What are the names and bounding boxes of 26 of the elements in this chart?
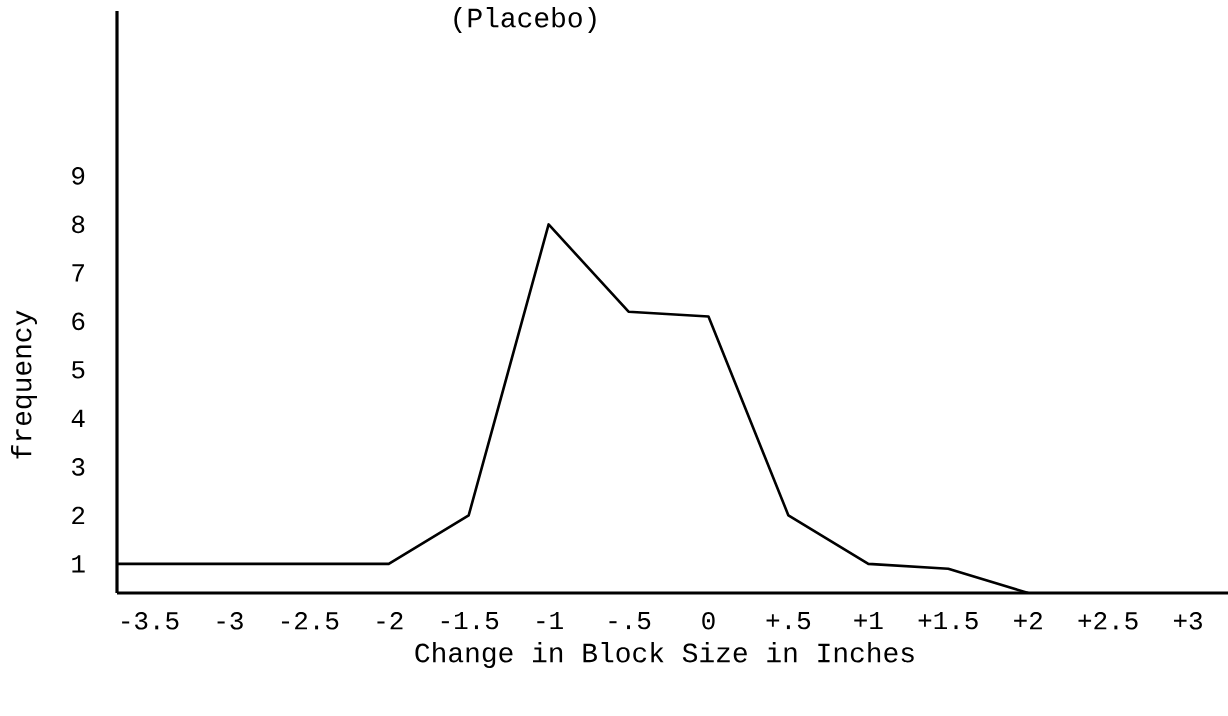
x-tick-label: -3.5 [122,612,179,630]
x-tick-label: +2.5 [1078,612,1138,630]
x-tick-label: -2 [377,612,403,630]
x-tick-label: -.5 [609,612,651,630]
y-tick-label: 4 [71,409,85,427]
x-tick-label: -2.5 [281,612,339,630]
x-axis-title: Change in Block Size in Inches [415,642,914,668]
y-tick-label: 8 [72,215,85,234]
x-tick-label: -1 [537,612,563,630]
y-axis-title: frequency [10,310,37,459]
y-tick-label: 5 [72,361,85,379]
x-tick-label: +3 [1173,612,1202,630]
x-tick-label: +.5 [766,612,811,630]
y-tick-label: 1 [72,555,85,573]
y-tick-label: 2 [72,506,85,525]
x-tick-label: +1.5 [918,612,978,630]
x-tick-label: 0 [702,612,715,630]
y-tick-label: 6 [72,312,85,331]
y-tick-label: 7 [72,264,84,282]
x-tick-label: -3 [217,612,243,630]
y-tick-label: 9 [72,167,85,185]
chart-title: (Placebo) [454,7,596,34]
x-tick-label: +1 [854,612,883,630]
y-tick-label: 3 [72,458,85,476]
x-tick-label: +2 [1014,612,1042,630]
x-tick-label: -1.5 [441,612,499,630]
